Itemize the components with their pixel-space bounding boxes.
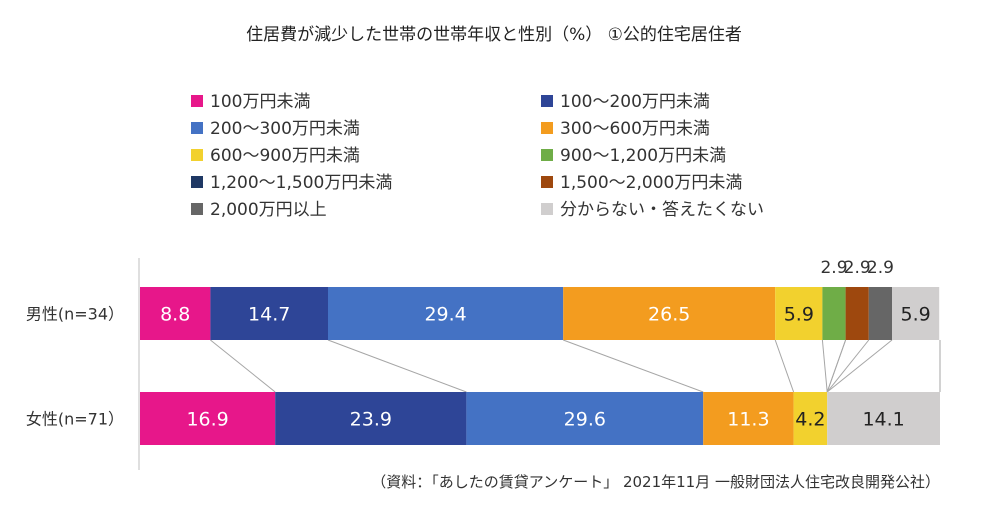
chart-title: 住居費が減少した世帯の世帯年収と性別（%） ①公的住宅居住者 xyxy=(246,25,742,45)
legend-swatch xyxy=(191,122,203,134)
bar-segment xyxy=(775,287,823,340)
data-label: 2.9 xyxy=(844,258,871,278)
legend-label: 900～1,200万円未満 xyxy=(560,146,726,166)
bar-segment xyxy=(868,287,892,340)
legend-label: 2,000万円以上 xyxy=(210,200,327,220)
data-label: 11.3 xyxy=(727,409,769,431)
series-line xyxy=(826,339,893,393)
bar-segment xyxy=(703,392,794,445)
source-note: （資料：「あしたの賃貸アンケート」 2021年11月 一般財団法人住宅改良開発公… xyxy=(371,473,940,491)
bar-segment xyxy=(275,392,467,445)
legend-label: 1,200～1,500万円未満 xyxy=(210,173,392,193)
legend: 100万円未満 100～200万円未満 200～300万円未満 300～600万円未満… xyxy=(191,92,764,220)
legend-label: 200～300万円未満 xyxy=(210,119,360,139)
series-lines xyxy=(210,339,941,393)
legend-swatch xyxy=(541,176,553,188)
legend-swatch xyxy=(191,95,203,107)
data-label: 5.9 xyxy=(784,304,814,326)
data-label: 16.9 xyxy=(186,409,228,431)
series-line xyxy=(826,339,847,393)
data-label: 14.1 xyxy=(862,409,904,431)
bar-segment xyxy=(210,287,328,340)
category-labels: 男性(n=34） 女性(n=71） xyxy=(26,305,124,429)
legend-label: 1,500～2,000万円未満 xyxy=(560,173,742,193)
series-line xyxy=(821,339,828,393)
bar-segment xyxy=(328,287,564,340)
legend-swatch xyxy=(191,176,203,188)
data-label: 4.2 xyxy=(795,409,825,431)
data-label: 29.4 xyxy=(424,304,466,326)
bar-segment xyxy=(140,287,211,340)
legend-label: 分からない・答えたくない xyxy=(560,200,764,220)
bar-segment xyxy=(827,392,940,445)
series-line xyxy=(826,339,870,393)
legend-swatch xyxy=(541,95,553,107)
bar-segment xyxy=(845,287,869,340)
data-label: 26.5 xyxy=(648,304,690,326)
data-label: 2.9 xyxy=(867,258,894,278)
bar-segment xyxy=(140,392,276,445)
data-label: 5.9 xyxy=(900,304,930,326)
legend-swatch xyxy=(191,203,203,215)
legend-swatch xyxy=(191,149,203,161)
data-label: 2.9 xyxy=(820,258,847,278)
data-label: 29.6 xyxy=(564,409,606,431)
legend-label: 300～600万円未満 xyxy=(560,119,710,139)
bar-segment xyxy=(892,287,940,340)
bars: 8.8 14.7 29.4 26.5 5.92.92.92.95.916.9 23.9 29… xyxy=(140,258,940,445)
series-line xyxy=(327,339,467,393)
legend-swatch xyxy=(541,122,553,134)
bar-segment xyxy=(563,287,776,340)
legend-label: 100～200万円未満 xyxy=(560,92,710,112)
legend-label: 100万円未満 xyxy=(210,92,310,112)
legend-label: 600～900万円未満 xyxy=(210,146,360,166)
bar-segment xyxy=(466,392,704,445)
bar-segment xyxy=(793,392,828,445)
series-line xyxy=(774,339,795,393)
data-label: 14.7 xyxy=(248,304,290,326)
series-line xyxy=(563,339,704,393)
legend-swatch xyxy=(541,203,553,215)
category-label: 男性(n=34） xyxy=(26,305,124,324)
legend-swatch xyxy=(541,149,553,161)
data-label: 8.8 xyxy=(160,304,190,326)
category-label: 女性(n=71） xyxy=(26,410,124,429)
data-label: 23.9 xyxy=(350,409,392,431)
bar-segment xyxy=(822,287,846,340)
series-line xyxy=(210,339,276,393)
